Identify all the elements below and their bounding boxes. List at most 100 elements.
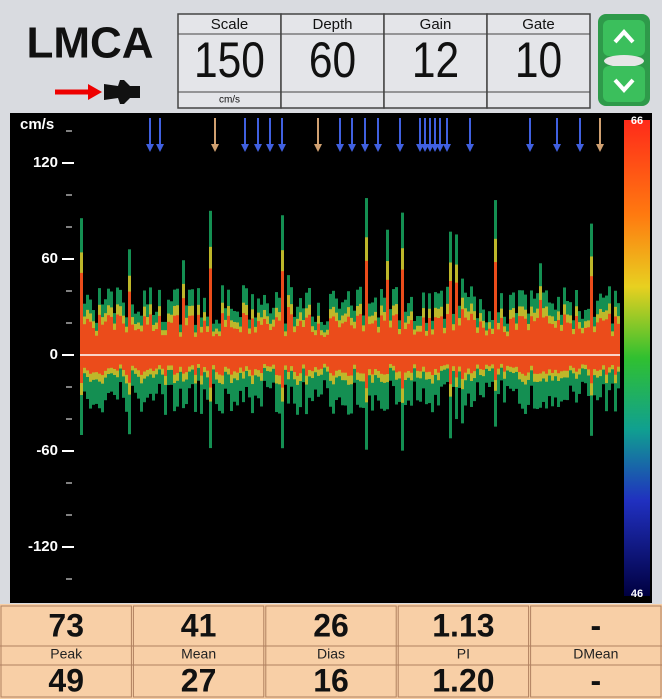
spectrum-noise — [239, 332, 242, 367]
spectrum-noise — [140, 331, 143, 374]
spectrum-noise — [473, 320, 476, 371]
spectrum-noise — [380, 315, 383, 373]
screen-svg: LMCA cm/s 66 46 Scale150cm/sDepth60Gain1… — [0, 0, 662, 699]
spectrum-noise — [89, 322, 92, 374]
spectrum-noise — [530, 316, 533, 365]
spectrum-noise — [197, 315, 200, 364]
spectrum-noise — [317, 324, 320, 370]
spectrum-noise — [107, 315, 110, 368]
spectrum-noise — [308, 315, 311, 370]
spectrum-noise — [581, 333, 584, 364]
spectrum-noise — [446, 314, 449, 364]
spectrum-noise — [569, 323, 572, 365]
spectrum-noise — [575, 316, 578, 372]
spectrum-noise — [494, 262, 497, 380]
spectrum-noise — [98, 315, 101, 374]
spectrum-noise — [362, 331, 365, 373]
param-label: Depth — [312, 16, 352, 33]
spectrum-noise — [221, 313, 224, 375]
table-value: 16 — [313, 662, 349, 698]
table-value: 73 — [48, 607, 84, 643]
down-button[interactable] — [603, 66, 645, 102]
spectrum-noise — [104, 322, 107, 371]
spectrum-noise — [119, 316, 122, 365]
param-value: 10 — [515, 32, 562, 88]
spectrum-noise — [419, 332, 422, 372]
spectrum-noise — [452, 330, 455, 366]
spectrum-noise — [188, 316, 191, 367]
y-tick-label: -60 — [36, 442, 58, 459]
spectrum-noise — [587, 327, 590, 369]
spectrum-noise — [203, 321, 206, 367]
spectrum-noise — [359, 314, 362, 373]
spectrum-noise — [293, 332, 296, 372]
spectrum-noise — [578, 329, 581, 369]
spectrum-noise — [113, 330, 116, 369]
spectrum-noise — [158, 316, 161, 365]
param-value: 60 — [309, 32, 356, 88]
spectrum-noise — [467, 320, 470, 368]
spectrum-noise — [236, 329, 239, 373]
spectrum-noise — [143, 316, 146, 371]
spectrum-noise — [242, 313, 245, 371]
spectrum-noise — [137, 329, 140, 370]
y-tick-label: 120 — [33, 154, 58, 171]
table-label: Dias — [317, 646, 345, 662]
spectrum-noise — [533, 321, 536, 374]
spectrum-noise — [611, 336, 614, 365]
spectrum-noise — [566, 323, 569, 371]
doppler-screen: LMCA cm/s 66 46 Scale150cm/sDepth60Gain1… — [0, 0, 662, 699]
spectrum-noise — [284, 336, 287, 365]
param-value: 150 — [194, 32, 265, 88]
spectrum-noise — [443, 333, 446, 365]
spectrum-noise — [251, 318, 254, 375]
spectrum-noise — [263, 319, 266, 364]
spectrum-noise — [215, 334, 218, 372]
spectrum-noise — [524, 319, 527, 376]
spectrum-noise — [278, 321, 281, 376]
spectrum-noise — [383, 321, 386, 375]
spectrum-noise — [302, 327, 305, 364]
spectrum-noise — [536, 318, 539, 374]
table-value: 1.13 — [432, 607, 494, 643]
spectrum-noise — [341, 323, 344, 372]
spectrum-noise — [404, 329, 407, 372]
spectrum-noise — [347, 317, 350, 376]
spectrum-noise — [212, 336, 215, 365]
spectrum-noise — [539, 300, 542, 374]
spectrum-noise — [233, 329, 236, 372]
spectrum-noise — [398, 334, 401, 371]
colorbar-top: 66 — [631, 115, 643, 127]
spectrum-noise — [356, 316, 359, 373]
table-value: 41 — [181, 607, 217, 643]
color-bar — [624, 120, 650, 596]
table-value: - — [590, 662, 601, 698]
spectrum-noise — [509, 319, 512, 367]
spectrum-noise — [407, 324, 410, 371]
spectrum-noise — [563, 314, 566, 370]
spectrum-noise — [500, 318, 503, 364]
up-button[interactable] — [603, 20, 645, 56]
spectrum-noise — [542, 318, 545, 372]
spectrum-noise — [101, 325, 104, 375]
spectrum-noise — [557, 320, 560, 373]
spectrum-noise — [437, 318, 440, 373]
spectrum-noise — [512, 317, 515, 367]
spectrum-noise — [80, 273, 83, 383]
spectrum-noise — [470, 314, 473, 373]
spectrum-noise — [548, 324, 551, 370]
spectrum-noise — [416, 332, 419, 371]
spectrum-noise — [428, 318, 431, 372]
spectrum-noise — [95, 336, 98, 372]
spectrum-noise — [209, 268, 212, 387]
spectrum-noise — [275, 317, 278, 375]
y-tick-label: 60 — [41, 250, 58, 267]
spectrum-noise — [392, 315, 395, 365]
param-unit: cm/s — [219, 95, 240, 106]
y-tick-label: 0 — [50, 346, 58, 363]
param-label: Gain — [420, 16, 452, 33]
spectrum-noise — [248, 334, 251, 370]
spectrum-noise — [413, 335, 416, 365]
spectrum-noise — [146, 325, 149, 370]
spectrum-noise — [602, 321, 605, 366]
